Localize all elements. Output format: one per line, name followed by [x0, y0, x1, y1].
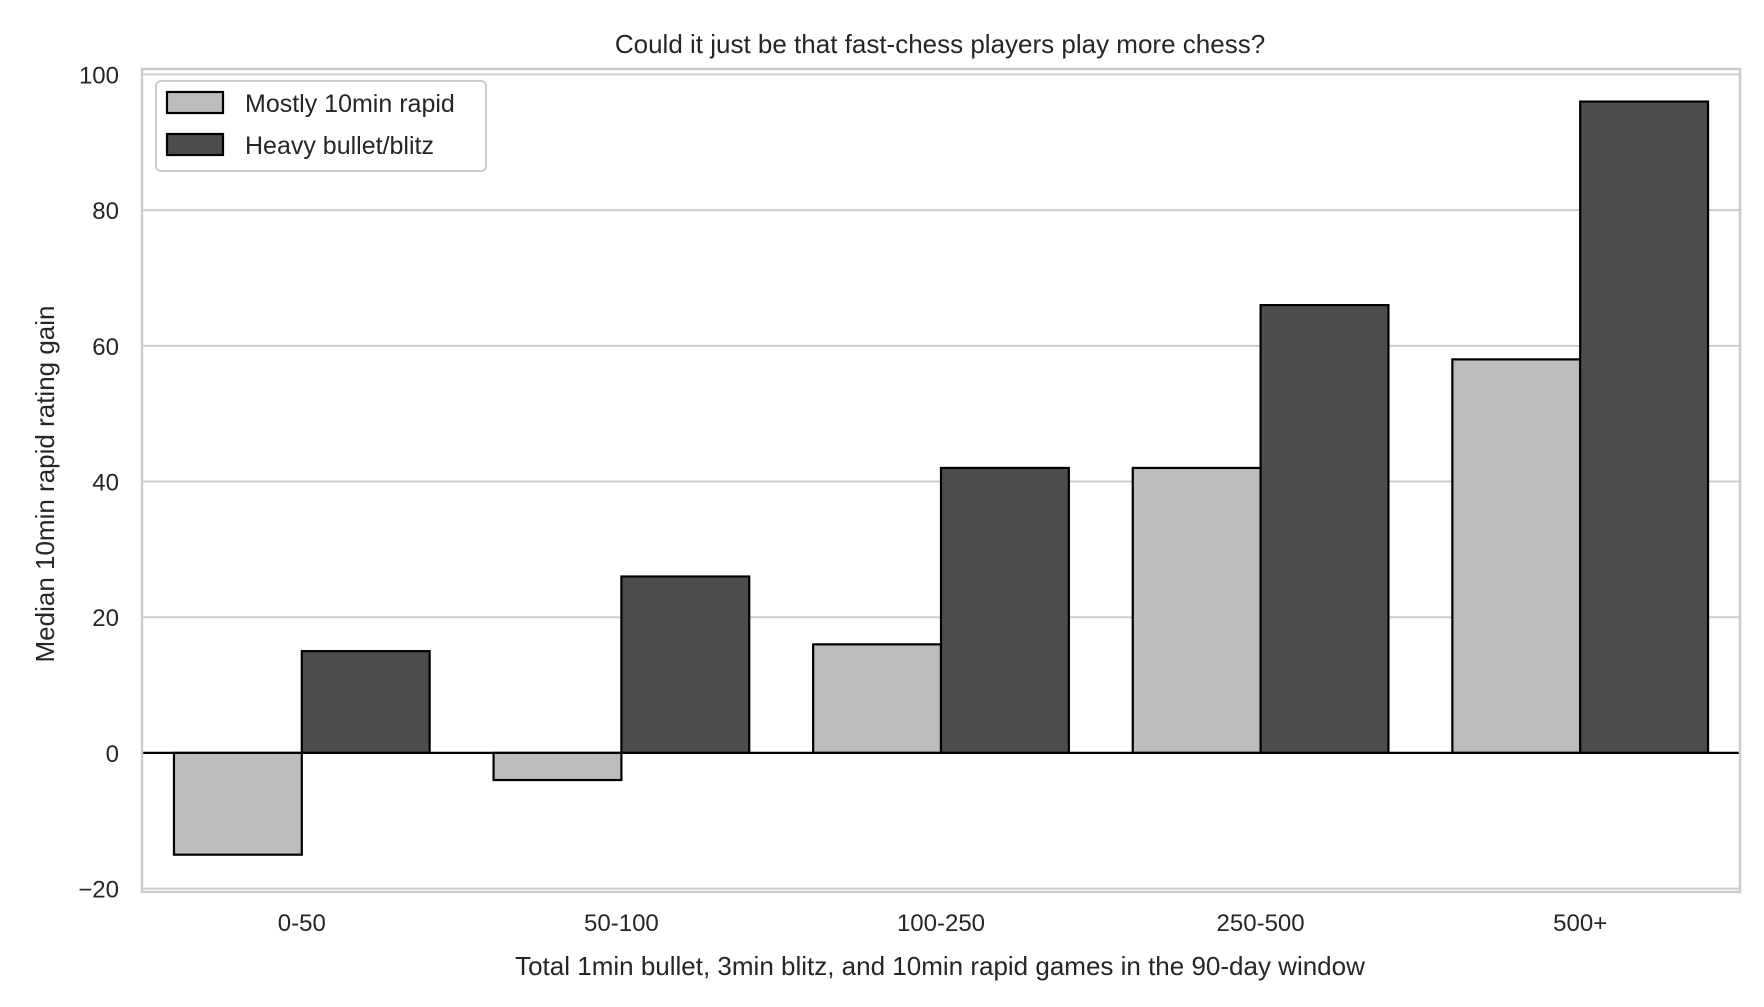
legend-swatch-bullet-blitz: [165, 132, 225, 157]
y-tick-label: 80: [92, 198, 119, 225]
bar-rapid-250-500: [1131, 466, 1262, 755]
x-axis-ticks: 0-50 50-100 100-250 250-500 500+: [278, 910, 1607, 937]
bar-bullet-blitz-100-250: [939, 466, 1070, 755]
bar-rapid-500+: [1451, 358, 1582, 755]
bar-rapid-100-250: [812, 643, 943, 755]
x-tick-label: 0-50: [278, 910, 326, 937]
y-axis-label: Median 10min rapid rating gain: [30, 306, 60, 663]
x-tick-label: 100-250: [897, 910, 985, 937]
y-tick-label: 60: [92, 334, 119, 361]
y-tick-label: 40: [92, 470, 119, 497]
bar-rapid-0-50: [172, 751, 303, 856]
legend-box: [155, 80, 487, 172]
y-tick-label: 20: [92, 605, 119, 632]
legend-label-rapid: Mostly 10min rapid: [245, 90, 455, 118]
legend-label-bullet-blitz: Heavy bullet/blitz: [245, 132, 434, 160]
y-tick-label: 0: [106, 741, 119, 768]
x-axis-label: Total 1min bullet, 3min blitz, and 10min…: [515, 951, 1365, 981]
bar-bullet-blitz-0-50: [300, 650, 431, 755]
bar-bullet-blitz-250-500: [1259, 304, 1390, 755]
legend: Mostly 10min rapid Heavy bullet/blitz: [155, 80, 487, 172]
x-tick-label: 500+: [1553, 910, 1607, 937]
x-tick-label: 50-100: [584, 910, 659, 937]
chart-title: Could it just be that fast-chess players…: [615, 29, 1265, 59]
y-tick-label: −20: [78, 877, 119, 904]
bars-layer: [172, 100, 1710, 856]
bar-rapid-50-100: [492, 751, 623, 782]
legend-swatch-rapid: [165, 90, 225, 115]
plot-frame: [140, 67, 1742, 894]
bar-bullet-blitz-500+: [1579, 100, 1710, 755]
y-tick-label: 100: [79, 62, 119, 89]
y-axis-ticks: −20 0 20 40 60 80 100: [78, 62, 119, 903]
bar-bullet-blitz-50-100: [620, 575, 751, 755]
x-tick-label: 250-500: [1217, 910, 1305, 937]
